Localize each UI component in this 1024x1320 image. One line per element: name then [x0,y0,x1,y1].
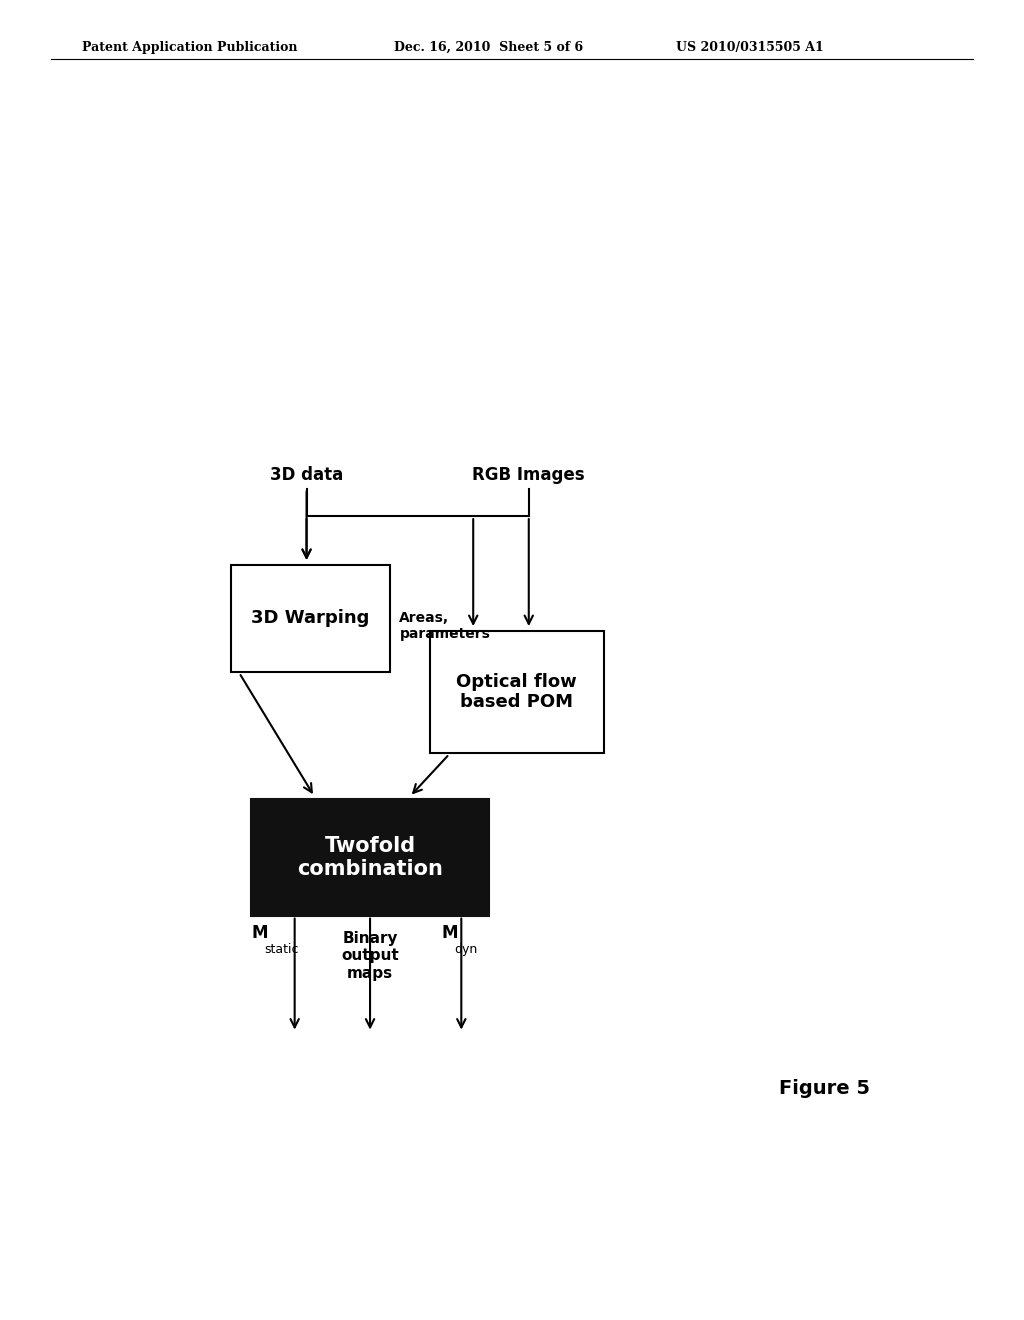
FancyBboxPatch shape [430,631,604,752]
Text: dyn: dyn [455,942,477,956]
Text: static: static [264,942,299,956]
Text: RGB Images: RGB Images [472,466,585,483]
Text: M: M [251,924,267,942]
Text: Twofold
combination: Twofold combination [297,836,443,879]
FancyBboxPatch shape [231,565,390,672]
FancyBboxPatch shape [251,799,489,916]
Text: 3D data: 3D data [270,466,343,483]
Text: Patent Application Publication: Patent Application Publication [82,41,297,54]
Text: Binary
output
maps: Binary output maps [341,931,399,981]
Text: Dec. 16, 2010  Sheet 5 of 6: Dec. 16, 2010 Sheet 5 of 6 [394,41,584,54]
Text: Optical flow
based POM: Optical flow based POM [457,673,578,711]
Text: 3D Warping: 3D Warping [251,610,370,627]
Text: US 2010/0315505 A1: US 2010/0315505 A1 [676,41,823,54]
Text: M: M [441,924,458,942]
Text: Figure 5: Figure 5 [778,1078,869,1098]
Text: Areas,
parameters: Areas, parameters [399,611,490,642]
